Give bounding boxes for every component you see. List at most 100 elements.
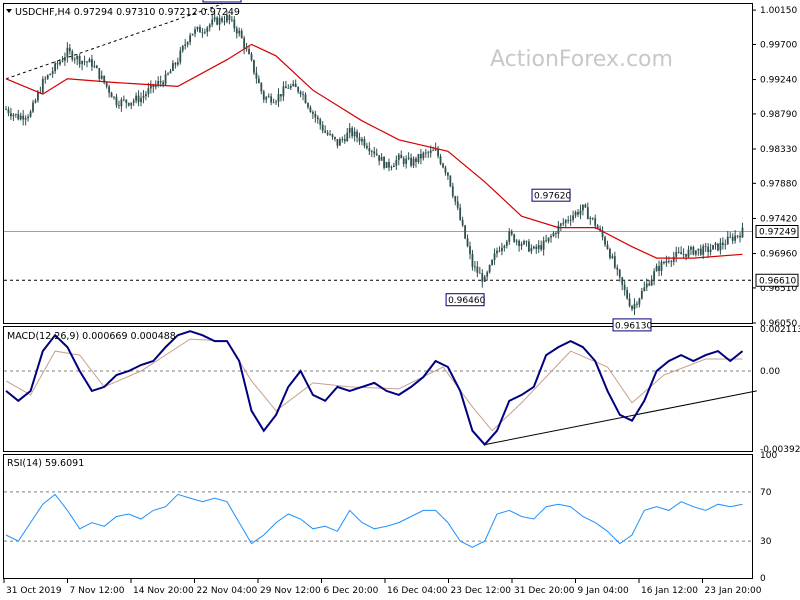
candle-body: [336, 139, 339, 146]
candle-body: [154, 84, 157, 87]
candle-body: [98, 68, 101, 79]
candle: [692, 245, 695, 256]
rsi-y-tick-label-1: 70: [760, 488, 772, 498]
candle: [250, 51, 253, 62]
candle-body: [282, 86, 285, 97]
candle-body: [275, 101, 277, 103]
candle-body: [314, 113, 317, 118]
candle: [532, 245, 535, 250]
candle: [179, 46, 182, 65]
candle: [397, 152, 400, 166]
candle-body: [569, 219, 572, 221]
candle: [582, 204, 584, 216]
candle: [520, 241, 523, 250]
candle: [535, 244, 538, 254]
candle: [717, 243, 719, 252]
candle-body: [125, 99, 128, 103]
candle: [734, 230, 737, 244]
candle-body: [302, 94, 304, 96]
candle: [137, 90, 140, 107]
candle-body: [120, 99, 123, 107]
candle-body: [577, 211, 579, 215]
candle: [248, 46, 250, 55]
x-tick-label-0: 31 Oct 2019: [6, 586, 62, 596]
trend-line-0: [5, 3, 223, 80]
candle: [586, 202, 589, 220]
candle-body: [734, 235, 737, 241]
candle: [707, 243, 710, 259]
candle-body: [289, 85, 292, 89]
candle: [275, 99, 277, 106]
main-y-tick-label-3: 0.98790: [760, 110, 797, 120]
candle: [596, 224, 599, 229]
candle-body: [712, 245, 714, 250]
candle-body: [307, 103, 309, 108]
candle-body: [108, 86, 111, 93]
main-y-tick-label-0: 1.00150: [760, 6, 797, 16]
candle: [208, 23, 211, 32]
candle-body: [429, 150, 432, 154]
candle-body: [469, 246, 471, 254]
candle: [110, 91, 113, 98]
candle: [474, 260, 476, 272]
candle: [294, 79, 297, 88]
candle: [424, 149, 427, 158]
candle: [66, 42, 69, 63]
candle: [496, 247, 498, 258]
candle: [719, 238, 722, 255]
candle: [383, 155, 385, 170]
candle: [81, 60, 84, 71]
candle: [437, 145, 439, 159]
candle: [260, 82, 263, 95]
candle-body: [653, 271, 656, 280]
candle: [145, 91, 147, 101]
macd-plot: [4, 330, 757, 447]
candle-body: [199, 27, 201, 33]
candle-body: [729, 236, 732, 238]
candle: [466, 234, 469, 248]
price-annotation-label-0: 1.00230: [205, 0, 242, 3]
candle: [226, 10, 228, 24]
candle: [68, 43, 71, 55]
candle-body: [555, 233, 557, 234]
candle: [135, 92, 138, 104]
candle-body: [648, 283, 651, 286]
candle-body: [584, 204, 587, 208]
candle-body: [515, 240, 518, 242]
candle-body: [189, 35, 192, 43]
candle: [363, 136, 366, 149]
x-tick-label-7: 23 Dec 12:00: [451, 586, 512, 596]
candle-body: [665, 261, 668, 264]
candle: [27, 114, 29, 122]
candle: [329, 129, 331, 136]
candle: [83, 55, 86, 66]
candle-body: [449, 175, 452, 187]
candle-body: [179, 50, 182, 63]
candle-body: [542, 240, 545, 250]
candle-body: [604, 237, 606, 245]
candle-body: [609, 248, 611, 258]
candle-body: [655, 266, 658, 272]
candle: [633, 298, 636, 316]
candle: [690, 245, 692, 256]
candle: [169, 68, 172, 74]
candle: [400, 150, 403, 159]
candle-body: [311, 112, 314, 114]
candle-body: [559, 223, 562, 226]
macd-panel: [3, 326, 753, 452]
candle: [270, 93, 273, 106]
x-tick-label-10: 16 Jan 12:00: [641, 586, 698, 596]
candle: [351, 126, 354, 139]
candle-body: [388, 161, 390, 168]
x-tick-label-6: 16 Dec 04:00: [387, 586, 448, 596]
candle: [228, 14, 231, 25]
main-y-tick-label-7: 0.96960: [760, 250, 797, 260]
price-marker-box-0: [755, 224, 799, 238]
candle-body: [213, 17, 216, 20]
dropdown-arrow-icon[interactable]: [6, 9, 12, 13]
candle-body: [115, 96, 118, 106]
candle: [739, 232, 741, 243]
candle: [454, 195, 457, 206]
candle-body: [395, 159, 398, 166]
